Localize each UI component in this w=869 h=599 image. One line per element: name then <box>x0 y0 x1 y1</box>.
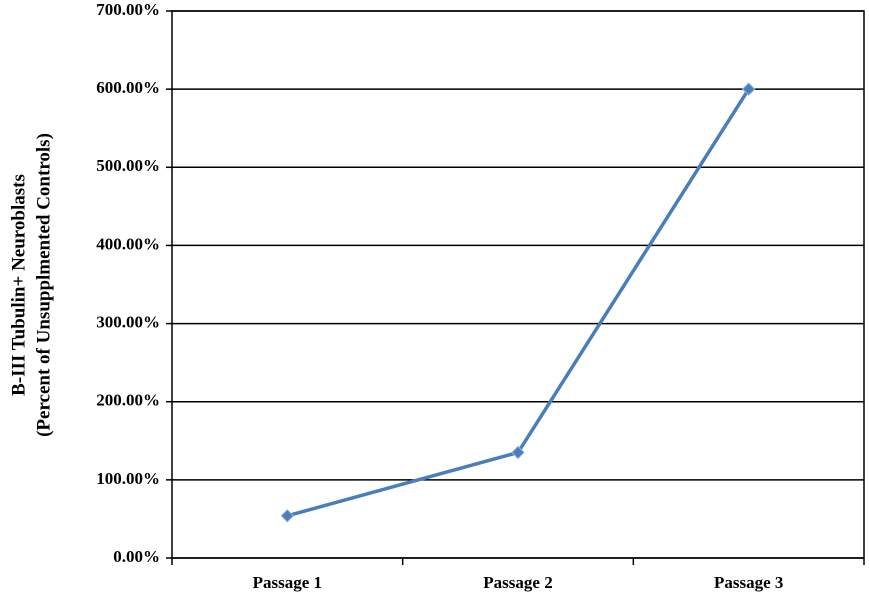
plot-border <box>171 10 865 559</box>
y-axis-title-line: B-III Tubulin+ Neuroblasts <box>8 174 29 396</box>
x-tick-label: Passage 1 <box>253 573 322 592</box>
y-tick-label: 200.00% <box>96 391 160 410</box>
x-tick-label: Passage 3 <box>714 573 783 592</box>
y-tick-label: 400.00% <box>96 234 160 253</box>
data-marker <box>741 82 756 96</box>
data-marker <box>511 445 525 460</box>
y-axis-title-line: (Percent of Unsupplmented Controls) <box>33 133 54 437</box>
y-tick-label: 700.00% <box>96 0 160 19</box>
x-tick-label: Passage 2 <box>483 573 552 592</box>
data-marker <box>280 509 295 523</box>
y-tick-label: 300.00% <box>96 312 160 331</box>
y-tick-label: 500.00% <box>96 156 160 175</box>
y-tick-label: 600.00% <box>96 78 160 97</box>
y-tick-label: 0.00% <box>113 547 160 566</box>
y-axis-title: B-III Tubulin+ Neuroblasts (Percent of U… <box>8 133 54 437</box>
y-tick-label: 100.00% <box>96 469 160 488</box>
